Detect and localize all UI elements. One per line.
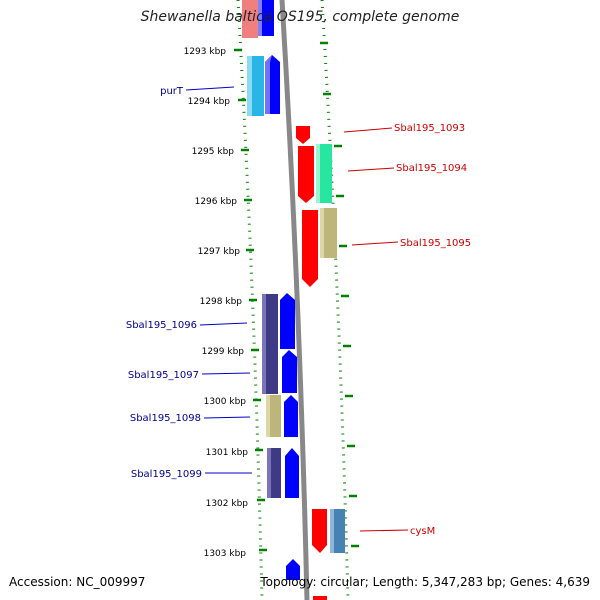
forward-arrow[interactable]	[280, 293, 295, 349]
scale-label: 1295 kbp	[192, 147, 235, 157]
feature-shade	[258, 0, 262, 36]
forward-arrow[interactable]	[282, 350, 297, 393]
gene-label-purT[interactable]: purT	[160, 86, 184, 97]
scale-labels: 1293 kbp 1294 kbp 1295 kbp 1296 kbp 1297…	[184, 47, 249, 559]
feature-block	[242, 0, 258, 38]
gene-Sbal195_1093-arrow[interactable]	[296, 126, 310, 144]
right-features	[296, 126, 345, 600]
gene-Sbal195_1095-block[interactable]	[320, 208, 337, 258]
scale-label: 1294 kbp	[188, 97, 231, 107]
gene-label-Sbal195_1093[interactable]: Sbal195_1093	[394, 123, 465, 134]
left-tick-rail	[236, 0, 264, 600]
forward-arrow[interactable]	[284, 395, 298, 437]
feature-shade	[262, 294, 266, 394]
feature-shade	[320, 208, 324, 258]
leader-lines	[185, 86, 409, 532]
gene-label-Sbal195_1099[interactable]: Sbal195_1099	[131, 469, 202, 480]
gene-label-Sbal195_1097[interactable]: Sbal195_1097	[128, 370, 199, 381]
scale-label: 1299 kbp	[202, 347, 245, 357]
feature-shade	[265, 55, 272, 114]
accession-label: Accession: NC_009997	[9, 575, 146, 589]
scale-label: 1300 kbp	[204, 397, 247, 407]
gene-label-Sbal195_1098[interactable]: Sbal195_1098	[130, 413, 201, 424]
gene-label-Sbal195_1094[interactable]: Sbal195_1094	[396, 163, 467, 174]
scale-label: 1298 kbp	[200, 297, 243, 307]
scale-label: 1303 kbp	[204, 549, 247, 559]
gene-label-Sbal195_1095[interactable]: Sbal195_1095	[400, 238, 471, 249]
genome-summary: Topology: circular; Length: 5,347,283 bp…	[260, 575, 590, 589]
gene-label-Sbal195_1096[interactable]: Sbal195_1096	[126, 320, 197, 331]
scale-label: 1297 kbp	[198, 247, 241, 257]
genome-backbone	[279, 0, 310, 600]
right-tick-rail	[320, 0, 350, 600]
left-features	[242, 0, 300, 580]
feature-shade	[267, 448, 271, 498]
major-ticks	[234, 41, 359, 552]
reverse-arrow[interactable]	[312, 509, 327, 553]
forward-arrow[interactable]	[285, 448, 299, 498]
map-title: Shewanella baltica OS195, complete genom…	[140, 9, 460, 25]
reverse-arrow[interactable]	[302, 210, 318, 287]
scale-label: 1301 kbp	[206, 448, 249, 458]
feature-shade	[316, 144, 320, 203]
forward-arrow[interactable]	[286, 559, 300, 580]
feature-block	[313, 596, 327, 600]
feature-shade	[266, 395, 270, 437]
scale-label: 1296 kbp	[195, 197, 238, 207]
gene-label-cysM[interactable]: cysM	[410, 526, 435, 537]
scale-label: 1293 kbp	[184, 47, 227, 57]
feature-shade	[330, 509, 334, 553]
reverse-arrow[interactable]	[298, 146, 314, 203]
feature-shade	[247, 56, 252, 116]
scale-label: 1302 kbp	[206, 499, 249, 509]
gene-label-group: purT Sbal195_1093 Sbal195_1094 Sbal195_1…	[126, 86, 471, 537]
